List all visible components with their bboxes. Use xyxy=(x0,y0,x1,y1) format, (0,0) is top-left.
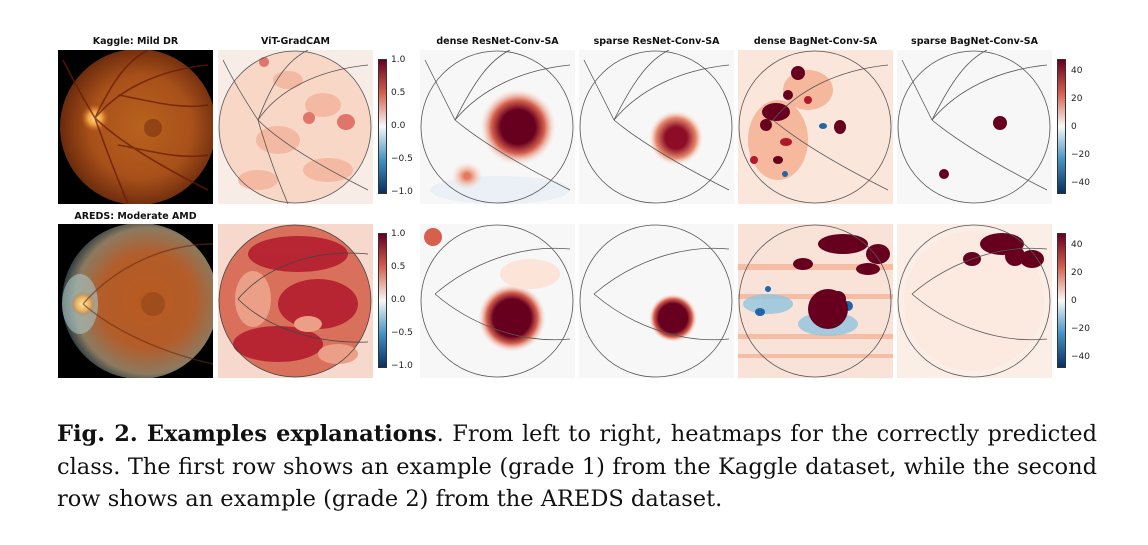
heatmap-dense-resnet-kaggle xyxy=(420,50,575,204)
caption-text: . From left to right, heatmaps for the c… xyxy=(57,421,1097,512)
heatmap-dense-resnet-areds xyxy=(420,224,575,378)
colorbar-tick: 1.0 xyxy=(391,229,406,239)
colorbar-tick: −20 xyxy=(1071,150,1090,160)
caption-label: Fig. 2. Examples explanations xyxy=(57,421,437,447)
heatmap-dense-bagnet-kaggle xyxy=(738,50,893,204)
column-title-vit-gradcam: ViT-GradCAM xyxy=(261,36,330,47)
row-title-areds: AREDS: Moderate AMD xyxy=(74,211,197,222)
colorbar-attribution-areds xyxy=(1057,233,1066,368)
colorbar-tick: 20 xyxy=(1071,268,1083,278)
colorbar-tick: −0.5 xyxy=(391,154,413,164)
colorbar-tick: 0.5 xyxy=(391,88,406,98)
colorbar-attribution-kaggle xyxy=(1057,59,1066,194)
column-title-dense-bagnet: dense BagNet-Conv-SA xyxy=(753,36,878,47)
figure: Kaggle: Mild DR ViT-GradCAM dense ResNet… xyxy=(58,36,1090,378)
colorbar-tick: 1.0 xyxy=(391,55,406,65)
colorbar-tick: 40 xyxy=(1071,66,1083,76)
colorbar-tick: 0 xyxy=(1071,122,1077,132)
heatmap-sparse-resnet-kaggle xyxy=(579,50,734,204)
colorbar-tick: −20 xyxy=(1071,324,1090,334)
colorbar-tick: 0.0 xyxy=(391,295,406,305)
fundus-image-areds xyxy=(58,224,213,378)
heatmap-vit-gradcam-areds xyxy=(218,224,373,378)
fundus-image-kaggle xyxy=(58,50,213,204)
colorbar-tick: 0.5 xyxy=(391,262,406,272)
colorbar-tick: 0.0 xyxy=(391,121,406,131)
heatmap-vit-gradcam-kaggle xyxy=(218,50,373,204)
heatmap-sparse-resnet-areds xyxy=(579,224,734,378)
colorbar-tick: −40 xyxy=(1071,352,1090,362)
heatmap-sparse-bagnet-kaggle xyxy=(897,50,1052,204)
colorbar-gradcam-areds xyxy=(378,233,387,368)
colorbar-tick: 20 xyxy=(1071,94,1083,104)
column-title-dense-resnet: dense ResNet-Conv-SA xyxy=(436,36,559,47)
colorbar-tick: −1.0 xyxy=(391,361,413,371)
colorbar-tick: −40 xyxy=(1071,178,1090,188)
colorbar-tick: −1.0 xyxy=(391,187,413,197)
column-title-sparse-resnet: sparse ResNet-Conv-SA xyxy=(593,36,720,47)
heatmap-dense-bagnet-areds xyxy=(738,224,893,378)
column-title-original: Kaggle: Mild DR xyxy=(92,36,179,47)
heatmap-sparse-bagnet-areds xyxy=(897,224,1052,378)
colorbar-tick: 40 xyxy=(1071,240,1083,250)
figure-caption: Fig. 2. Examples explanations. From left… xyxy=(57,418,1097,516)
colorbar-tick: −0.5 xyxy=(391,328,413,338)
colorbar-tick: 0 xyxy=(1071,296,1077,306)
column-title-sparse-bagnet: sparse BagNet-Conv-SA xyxy=(911,36,1038,47)
colorbar-gradcam-kaggle xyxy=(378,59,387,194)
